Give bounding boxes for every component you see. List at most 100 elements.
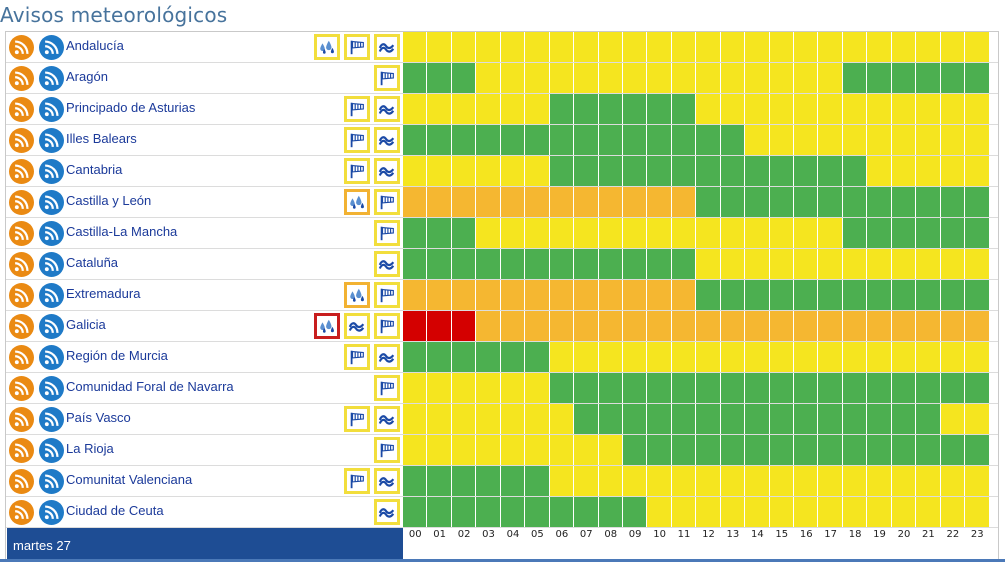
region-name-link[interactable]: Comunidad Foral de Navarra	[66, 379, 234, 394]
rss-orange-icon[interactable]	[9, 66, 34, 91]
rss-orange-icon[interactable]	[9, 469, 34, 494]
rss-orange-icon[interactable]	[9, 438, 34, 463]
hour-cell	[720, 373, 746, 403]
rss-blue-icon[interactable]	[39, 376, 64, 401]
region-name-link[interactable]: La Rioja	[66, 441, 114, 456]
rss-blue-icon[interactable]	[39, 252, 64, 277]
region-name-link[interactable]: Galicia	[66, 317, 106, 332]
rss-orange-icon[interactable]	[9, 407, 34, 432]
hour-cell	[500, 63, 526, 93]
region-name-link[interactable]: Extremadura	[66, 286, 141, 301]
rss-orange-icon[interactable]	[9, 283, 34, 308]
wind-icon[interactable]	[374, 65, 400, 91]
rss-blue-icon[interactable]	[39, 345, 64, 370]
hour-cell	[647, 373, 672, 403]
wind-icon[interactable]	[374, 282, 400, 308]
hour-cell	[769, 280, 794, 310]
rss-blue-icon[interactable]	[39, 469, 64, 494]
coastal-icon[interactable]	[374, 499, 400, 525]
hour-cell	[940, 497, 966, 527]
rain-icon[interactable]	[344, 189, 370, 215]
hour-cell	[647, 156, 672, 186]
region-name-link[interactable]: Andalucía	[66, 38, 124, 53]
rss-orange-icon[interactable]	[9, 314, 34, 339]
coastal-icon[interactable]	[374, 96, 400, 122]
rss-blue-icon[interactable]	[39, 314, 64, 339]
rss-orange-icon[interactable]	[9, 128, 34, 153]
region-name-link[interactable]: País Vasco	[66, 410, 131, 425]
hourly-warning-bar	[403, 311, 990, 341]
rain-icon[interactable]	[314, 34, 340, 60]
hour-label: 09	[628, 529, 642, 540]
coastal-icon[interactable]	[374, 158, 400, 184]
hour-cell	[867, 497, 892, 527]
rain-icon[interactable]	[314, 313, 340, 339]
rss-blue-icon[interactable]	[39, 159, 64, 184]
hour-cell	[671, 187, 697, 217]
wind-icon[interactable]	[374, 220, 400, 246]
hour-cell	[842, 373, 868, 403]
rss-orange-icon[interactable]	[9, 252, 34, 277]
wind-icon[interactable]	[344, 158, 370, 184]
rss-orange-icon[interactable]	[9, 376, 34, 401]
rss-blue-icon[interactable]	[39, 500, 64, 525]
rss-orange-icon[interactable]	[9, 35, 34, 60]
rss-blue-icon[interactable]	[39, 66, 64, 91]
region-name-link[interactable]: Ciudad de Ceuta	[66, 503, 164, 518]
hour-cell	[622, 435, 648, 465]
coastal-icon[interactable]	[374, 468, 400, 494]
coastal-icon[interactable]	[374, 127, 400, 153]
rss-orange-icon[interactable]	[9, 500, 34, 525]
hour-cell	[818, 497, 843, 527]
coastal-icon[interactable]	[374, 34, 400, 60]
rss-orange-icon[interactable]	[9, 190, 34, 215]
rss-orange-icon[interactable]	[9, 221, 34, 246]
region-name-link[interactable]: Cataluña	[66, 255, 119, 270]
rss-blue-icon[interactable]	[39, 128, 64, 153]
hour-cell	[696, 156, 721, 186]
rss-orange-icon[interactable]	[9, 159, 34, 184]
region-name-link[interactable]: Castilla-La Mancha	[66, 224, 178, 239]
region-name-link[interactable]: Principado de Asturias	[66, 100, 196, 115]
wind-icon[interactable]	[374, 189, 400, 215]
hour-cell	[940, 32, 966, 62]
rss-orange-icon[interactable]	[9, 97, 34, 122]
coastal-icon[interactable]	[374, 406, 400, 432]
wind-icon[interactable]	[374, 375, 400, 401]
rss-blue-icon[interactable]	[39, 190, 64, 215]
region-name-link[interactable]: Illes Balears	[66, 131, 137, 146]
region-name-link[interactable]: Cantabria	[66, 162, 123, 177]
rss-blue-icon[interactable]	[39, 221, 64, 246]
region-name-link[interactable]: Región de Murcia	[66, 348, 168, 363]
wind-icon[interactable]	[344, 34, 370, 60]
wind-icon[interactable]	[344, 406, 370, 432]
rss-blue-icon[interactable]	[39, 407, 64, 432]
hour-cell	[720, 63, 746, 93]
region-name-link[interactable]: Comunitat Valenciana	[66, 472, 193, 487]
coastal-icon[interactable]	[374, 251, 400, 277]
rss-blue-icon[interactable]	[39, 438, 64, 463]
region-name-link[interactable]: Aragón	[66, 69, 108, 84]
coastal-icon[interactable]	[344, 313, 370, 339]
wind-icon[interactable]	[344, 127, 370, 153]
rss-orange-icon[interactable]	[9, 345, 34, 370]
coastal-icon[interactable]	[374, 344, 400, 370]
hour-cell	[794, 342, 819, 372]
rain-icon[interactable]	[344, 282, 370, 308]
hour-cell	[427, 373, 452, 403]
hour-cell	[647, 497, 672, 527]
wind-icon[interactable]	[374, 437, 400, 463]
rss-blue-icon[interactable]	[39, 97, 64, 122]
wind-icon[interactable]	[344, 344, 370, 370]
table-footer: martes 27 00 01 02 03 04 05 06 07 08 09 10 11 12 13 14…	[6, 528, 998, 560]
hour-axis: 00 01 02 03 04 05 06 07 08 09 10 11 12 13 14 15 16 17 18 19…	[403, 528, 990, 542]
wind-icon[interactable]	[344, 468, 370, 494]
rss-blue-icon[interactable]	[39, 35, 64, 60]
rss-blue-icon[interactable]	[39, 283, 64, 308]
hour-label: 10	[653, 529, 666, 540]
hour-cell	[818, 280, 843, 310]
wind-icon[interactable]	[374, 313, 400, 339]
region-name-link[interactable]: Castilla y León	[66, 193, 152, 208]
wind-icon[interactable]	[344, 96, 370, 122]
hour-cell	[622, 466, 648, 496]
